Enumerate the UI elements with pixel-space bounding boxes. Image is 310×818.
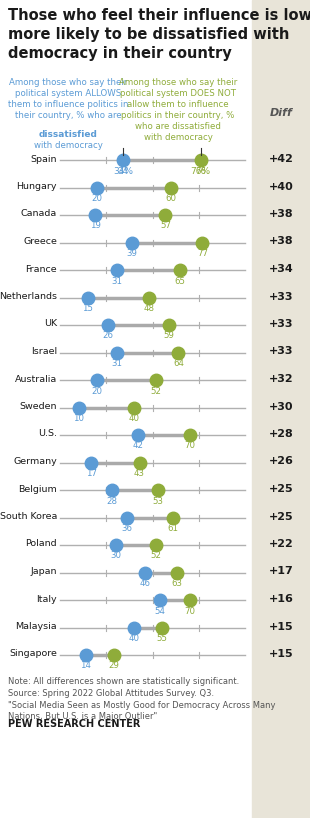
Text: Greece: Greece: [23, 237, 57, 246]
Text: 34: 34: [117, 167, 128, 176]
Text: 59: 59: [164, 331, 175, 340]
Text: 36: 36: [121, 524, 132, 533]
Text: +17: +17: [269, 567, 293, 577]
Text: 46: 46: [140, 579, 151, 588]
Text: Sweden: Sweden: [20, 402, 57, 411]
Text: 76%: 76%: [191, 167, 211, 176]
Text: 61: 61: [167, 524, 178, 533]
Text: 20: 20: [91, 194, 103, 203]
Text: +34: +34: [269, 264, 293, 274]
Text: +22: +22: [269, 539, 293, 549]
Text: +25: +25: [269, 484, 293, 494]
Text: +38: +38: [269, 236, 293, 246]
Text: +15: +15: [269, 622, 293, 631]
Text: 39: 39: [127, 249, 138, 258]
Text: 30: 30: [110, 551, 121, 560]
Text: 19: 19: [90, 222, 100, 231]
Text: +40: +40: [269, 182, 293, 191]
Text: 70: 70: [184, 606, 195, 615]
Text: +30: +30: [269, 402, 293, 411]
Text: 10: 10: [73, 414, 84, 423]
Text: 55: 55: [156, 634, 167, 643]
Text: Malaysia: Malaysia: [16, 622, 57, 631]
Text: 77: 77: [197, 249, 208, 258]
Text: Netherlands: Netherlands: [0, 292, 57, 301]
Text: 53: 53: [153, 497, 164, 506]
Text: with democracy: with democracy: [33, 141, 102, 150]
Text: 29: 29: [108, 662, 119, 671]
Text: 70: 70: [184, 442, 195, 451]
Text: 63: 63: [171, 579, 182, 588]
Text: Japan: Japan: [30, 567, 57, 576]
Text: Belgium: Belgium: [18, 484, 57, 493]
Text: 64: 64: [173, 359, 184, 368]
Text: +33: +33: [269, 291, 293, 302]
Text: 60: 60: [166, 194, 176, 203]
Text: +26: +26: [268, 456, 294, 466]
Text: 76: 76: [195, 167, 206, 176]
Text: Singapore: Singapore: [9, 649, 57, 658]
Bar: [252, 0, 310, 818]
Text: 17: 17: [86, 469, 97, 478]
Text: +15: +15: [269, 649, 293, 659]
Text: Israel: Israel: [31, 347, 57, 356]
Text: South Korea: South Korea: [0, 512, 57, 521]
Text: France: France: [25, 264, 57, 273]
Text: +42: +42: [268, 154, 294, 164]
Text: +25: +25: [269, 511, 293, 522]
Text: 28: 28: [106, 497, 117, 506]
Text: +33: +33: [269, 319, 293, 329]
Text: 57: 57: [160, 222, 171, 231]
Text: Note: All differences shown are statistically significant.
Source: Spring 2022 G: Note: All differences shown are statisti…: [8, 677, 276, 721]
Text: 34%: 34%: [113, 167, 133, 176]
Text: Among those who say their
political system ALLOWS
them to influence politics in
: Among those who say their political syst…: [8, 78, 128, 120]
Text: U.S.: U.S.: [38, 429, 57, 438]
Text: 40: 40: [129, 414, 140, 423]
Text: 26: 26: [103, 331, 113, 340]
Text: Among those who say their
political system DOES NOT
allow them to influence
poli: Among those who say their political syst…: [119, 78, 237, 142]
Text: Spain: Spain: [30, 155, 57, 164]
Text: Australia: Australia: [15, 375, 57, 384]
Text: 54: 54: [154, 606, 166, 615]
Text: 31: 31: [112, 359, 123, 368]
Text: Canada: Canada: [21, 209, 57, 218]
Text: 42: 42: [132, 442, 143, 451]
Text: dissatisfied: dissatisfied: [38, 130, 97, 139]
Text: Italy: Italy: [36, 595, 57, 604]
Text: +33: +33: [269, 347, 293, 357]
Text: Diff: Diff: [270, 108, 292, 118]
Text: Poland: Poland: [25, 540, 57, 549]
Text: 52: 52: [151, 551, 162, 560]
Text: 43: 43: [134, 469, 145, 478]
Text: +32: +32: [269, 374, 293, 384]
Text: Hungary: Hungary: [16, 182, 57, 191]
Text: Those who feel their influence is low are
more likely to be dissatisfied with
de: Those who feel their influence is low ar…: [8, 8, 310, 61]
Text: 15: 15: [82, 304, 93, 313]
Text: 40: 40: [129, 634, 140, 643]
Text: UK: UK: [44, 320, 57, 329]
Text: 14: 14: [80, 662, 91, 671]
Text: 20: 20: [91, 386, 103, 395]
Text: 48: 48: [143, 304, 154, 313]
Text: 65: 65: [175, 276, 186, 285]
Text: Germany: Germany: [13, 457, 57, 466]
Text: PEW RESEARCH CENTER: PEW RESEARCH CENTER: [8, 719, 140, 729]
Text: 31: 31: [112, 276, 123, 285]
Text: +38: +38: [269, 209, 293, 219]
Text: +16: +16: [268, 594, 294, 604]
Text: +28: +28: [269, 429, 293, 439]
Text: 52: 52: [151, 386, 162, 395]
